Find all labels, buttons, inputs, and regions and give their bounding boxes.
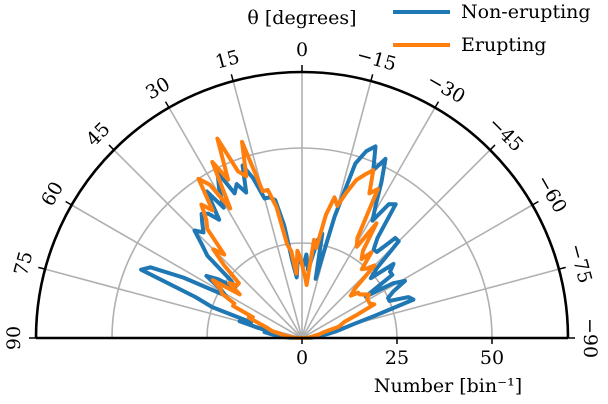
- angular-tick-label-90: 90: [3, 326, 25, 350]
- angular-gridline--60: [301, 204, 533, 339]
- angular-gridline-60: [71, 204, 303, 339]
- legend: Non-erupting Erupting: [393, 1, 591, 56]
- angular-gridline-45: [113, 149, 303, 339]
- angular-gridline-15: [232, 80, 303, 339]
- angular-tick-label--60: −60: [532, 171, 571, 217]
- angular-tick--75: [558, 266, 566, 270]
- legend-label-erupting: Erupting: [461, 34, 546, 56]
- angular-tick-45: [108, 144, 115, 151]
- angular-tick-label-15: 15: [213, 46, 242, 74]
- legend-label-non-erupting: Non-erupting: [461, 1, 591, 23]
- angular-tick-label-60: 60: [37, 178, 68, 210]
- angular-tick-label-75: 75: [10, 249, 38, 278]
- angular-tick-label--15: −15: [354, 44, 398, 76]
- angular-tick-30: [164, 101, 170, 109]
- angular-tick-60: [65, 200, 73, 206]
- frame: [29, 65, 575, 344]
- legend-swatch-erupting: [393, 43, 450, 47]
- angular-tick-label-30: 30: [142, 73, 174, 104]
- angular-gridline--30: [301, 107, 436, 339]
- angular-tick-label-0: 0: [296, 39, 308, 61]
- angular-tick--45: [489, 144, 496, 151]
- legend-swatch-non-erupting: [393, 10, 450, 14]
- angular-gridline-30: [168, 107, 303, 339]
- grid: [44, 72, 560, 339]
- angular-tick--30: [434, 101, 440, 109]
- radial-tick-label-25: 25: [385, 347, 409, 369]
- theta-axis-title: θ [degrees]: [247, 7, 356, 29]
- angular-tick-label--75: −75: [564, 241, 596, 285]
- radial-tick-label-50: 50: [480, 347, 504, 369]
- series-layer: [139, 136, 416, 340]
- angular-tick-label--30: −30: [423, 69, 469, 108]
- radial-tick-label-0: 0: [296, 347, 308, 369]
- radial-axis-title: Number [bin⁻¹]: [374, 375, 522, 397]
- angular-tick--15: [370, 74, 374, 82]
- angular-tick-label--90: −90: [579, 318, 601, 358]
- angular-tick--60: [531, 200, 539, 206]
- series-line-erupting: [196, 136, 380, 340]
- angular-tick-75: [38, 266, 46, 270]
- angular-tick-15: [230, 74, 234, 82]
